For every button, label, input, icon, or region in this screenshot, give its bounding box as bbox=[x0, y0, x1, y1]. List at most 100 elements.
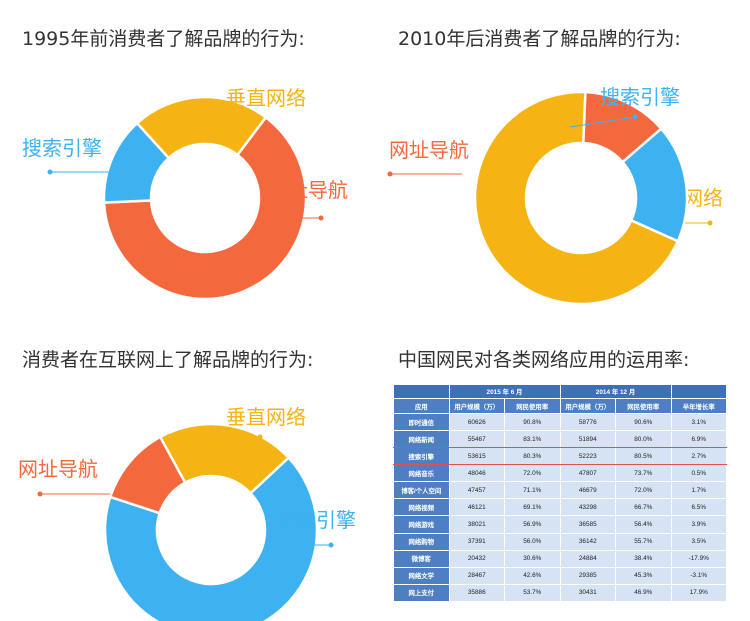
table-cell: -17.9% bbox=[670, 549, 727, 568]
column-header-3: 网民使用率 bbox=[504, 398, 561, 414]
table-title: 中国网民对各类网络应用的运用率: bbox=[398, 349, 690, 371]
table-cell: 38021 bbox=[448, 515, 505, 534]
table-cell: 56.0% bbox=[504, 532, 561, 551]
table-cell: -3.1% bbox=[670, 566, 727, 585]
table-corner-cell bbox=[393, 384, 450, 399]
chart-3-title: 消费者在互联网上了解品牌的行为: bbox=[22, 349, 314, 371]
table-cell: 71.1% bbox=[504, 481, 561, 500]
donut-1-label-1: 网址导航 bbox=[268, 178, 348, 202]
table-row: 网络视频 46121 69.1% 43298 66.7% 6.5% bbox=[393, 498, 727, 517]
table-row: 网络购物 37391 56.0% 36142 55.7% 3.5% bbox=[393, 532, 727, 551]
table-cell: 53615 bbox=[448, 447, 505, 466]
table-row: 博客/个人空间 47457 71.1% 46679 72.0% 1.7% bbox=[393, 481, 727, 500]
usage-table-wrapper: 2015 年 6 月 2014 年 12 月 应用 用户规模（万） 网民使用率 用户规… bbox=[393, 384, 727, 603]
table-row: 网络音乐 48046 72.0% 47807 73.7% 0.5% bbox=[393, 464, 727, 483]
table-cell: 72.0% bbox=[615, 481, 672, 500]
table-cell: 3.1% bbox=[670, 412, 727, 432]
donut-2-label-2: 网址导航 bbox=[389, 138, 469, 162]
table-body: 即时通信 60626 90.8% 58776 90.6% 3.1% 网络新闻 55467 83.… bbox=[393, 412, 727, 603]
table-cell: 29385 bbox=[559, 566, 616, 585]
table-cell: 20432 bbox=[448, 549, 505, 568]
table-cell: 36585 bbox=[559, 515, 616, 534]
column-header-1: 应用 bbox=[393, 398, 450, 414]
table-row-app-name: 网络新闻 bbox=[393, 430, 450, 449]
chart-2-title: 2010年后消费者了解品牌的行为: bbox=[398, 28, 681, 50]
table-row: 网络新闻 55467 83.1% 51894 80.0% 6.9% bbox=[393, 430, 727, 449]
table-cell: 55467 bbox=[448, 430, 505, 449]
table-cell: 0.5% bbox=[670, 464, 727, 483]
donut-2-leader-dot-1 bbox=[707, 220, 713, 226]
table-column-header-row: 应用 用户规模（万） 网民使用率 用户规模（万） 网民使用率 半年增长率 bbox=[393, 398, 727, 414]
donut-1-leader-dot-1 bbox=[318, 215, 324, 221]
table-cell: 6.5% bbox=[670, 498, 727, 517]
table-row-app-name: 网络游戏 bbox=[393, 515, 450, 534]
donut-1-leader-dot-3 bbox=[247, 114, 253, 120]
donut-3-slice-3 bbox=[158, 422, 291, 495]
table-cell: 55.7% bbox=[615, 532, 672, 551]
column-header-6: 半年增长率 bbox=[670, 398, 727, 414]
table-cell: 30431 bbox=[559, 583, 616, 603]
donut-chart-1: 网址导航 搜索引擎 垂直网络 bbox=[22, 86, 348, 301]
table-cell: 37391 bbox=[448, 532, 505, 551]
donut-3-leader-line-3 bbox=[194, 436, 261, 454]
donut-2-leader-dot-3 bbox=[632, 114, 638, 120]
column-header-2: 用户规模（万） bbox=[448, 398, 505, 414]
table-cell: 2.7% bbox=[670, 447, 727, 466]
table-cell: 36142 bbox=[559, 532, 616, 551]
donut-2-leader-dot-2 bbox=[387, 171, 393, 177]
table-cell: 80.0% bbox=[615, 430, 672, 449]
table-cell: 46679 bbox=[559, 481, 616, 500]
donut-3-label-1: 搜索引擎 bbox=[276, 508, 356, 532]
donut-3-label-2: 网址导航 bbox=[18, 457, 98, 481]
donut-3-leader-dot-1 bbox=[328, 542, 334, 548]
table-row-app-name: 即时通信 bbox=[393, 412, 450, 432]
table-cell: 90.8% bbox=[504, 412, 561, 432]
donut-1-label-2: 搜索引擎 bbox=[22, 136, 102, 160]
table-cell: 52223 bbox=[559, 447, 616, 466]
table-cell: 66.7% bbox=[615, 498, 672, 517]
usage-table: 2015 年 6 月 2014 年 12 月 应用 用户规模（万） 网民使用率 用户规… bbox=[393, 384, 727, 603]
table-cell: 46121 bbox=[448, 498, 505, 517]
table-cell: 28467 bbox=[448, 566, 505, 585]
table-row-app-name: 网络音乐 bbox=[393, 464, 450, 483]
donut-1-slice-1 bbox=[102, 115, 308, 301]
table-cell: 47457 bbox=[448, 481, 505, 500]
table-cell: 73.7% bbox=[615, 464, 672, 483]
table-row: 搜索引擎 53615 80.3% 52223 80.5% 2.7% bbox=[393, 447, 727, 466]
table-cell: 53.7% bbox=[504, 583, 561, 603]
table-row-app-name: 博客/个人空间 bbox=[393, 481, 450, 500]
table-cell: 80.3% bbox=[504, 447, 561, 466]
table-cell: 43298 bbox=[559, 498, 616, 517]
table-cell: 51894 bbox=[559, 430, 616, 449]
table-cell: 30.6% bbox=[504, 549, 561, 568]
table-cell: 56.9% bbox=[504, 515, 561, 534]
table-cell: 6.9% bbox=[670, 430, 727, 449]
table-cell: 3.9% bbox=[670, 515, 727, 534]
table-cell: 47807 bbox=[559, 464, 616, 483]
donut-chart-3: 搜索引擎 网址导航 垂直网络 bbox=[18, 405, 356, 621]
group-header-2015: 2015 年 6 月 bbox=[448, 384, 561, 399]
donut-3-slice-1 bbox=[103, 455, 319, 621]
donut-1-leader-line-3 bbox=[199, 116, 251, 134]
table-cell: 17.9% bbox=[670, 583, 727, 603]
table-cell: 90.6% bbox=[615, 412, 672, 432]
table-cell: 1.7% bbox=[670, 481, 727, 500]
table-corner-cell-right bbox=[670, 384, 727, 399]
donut-3-label-3: 垂直网络 bbox=[226, 405, 306, 429]
table-row-app-name: 搜索引擎 bbox=[393, 447, 450, 466]
table-cell: 46.9% bbox=[615, 583, 672, 603]
column-header-4: 用户规模（万） bbox=[559, 398, 616, 414]
table-row-app-name: 网络购物 bbox=[393, 532, 450, 551]
donut-1-label-3: 垂直网络 bbox=[226, 86, 306, 110]
donut-2-slice-3 bbox=[620, 126, 689, 243]
table-row-app-name: 网络视频 bbox=[393, 498, 450, 517]
table-cell: 38.4% bbox=[615, 549, 672, 568]
table-cell: 56.4% bbox=[615, 515, 672, 534]
donut-3-leader-dot-3 bbox=[257, 434, 263, 440]
donut-2-label-3: 搜索引擎 bbox=[600, 85, 680, 109]
donut-1-leader-dot-2 bbox=[47, 169, 53, 175]
table-cell: 72.0% bbox=[504, 464, 561, 483]
table-row: 网络文学 28467 42.6% 29385 45.3% -3.1% bbox=[393, 566, 727, 585]
